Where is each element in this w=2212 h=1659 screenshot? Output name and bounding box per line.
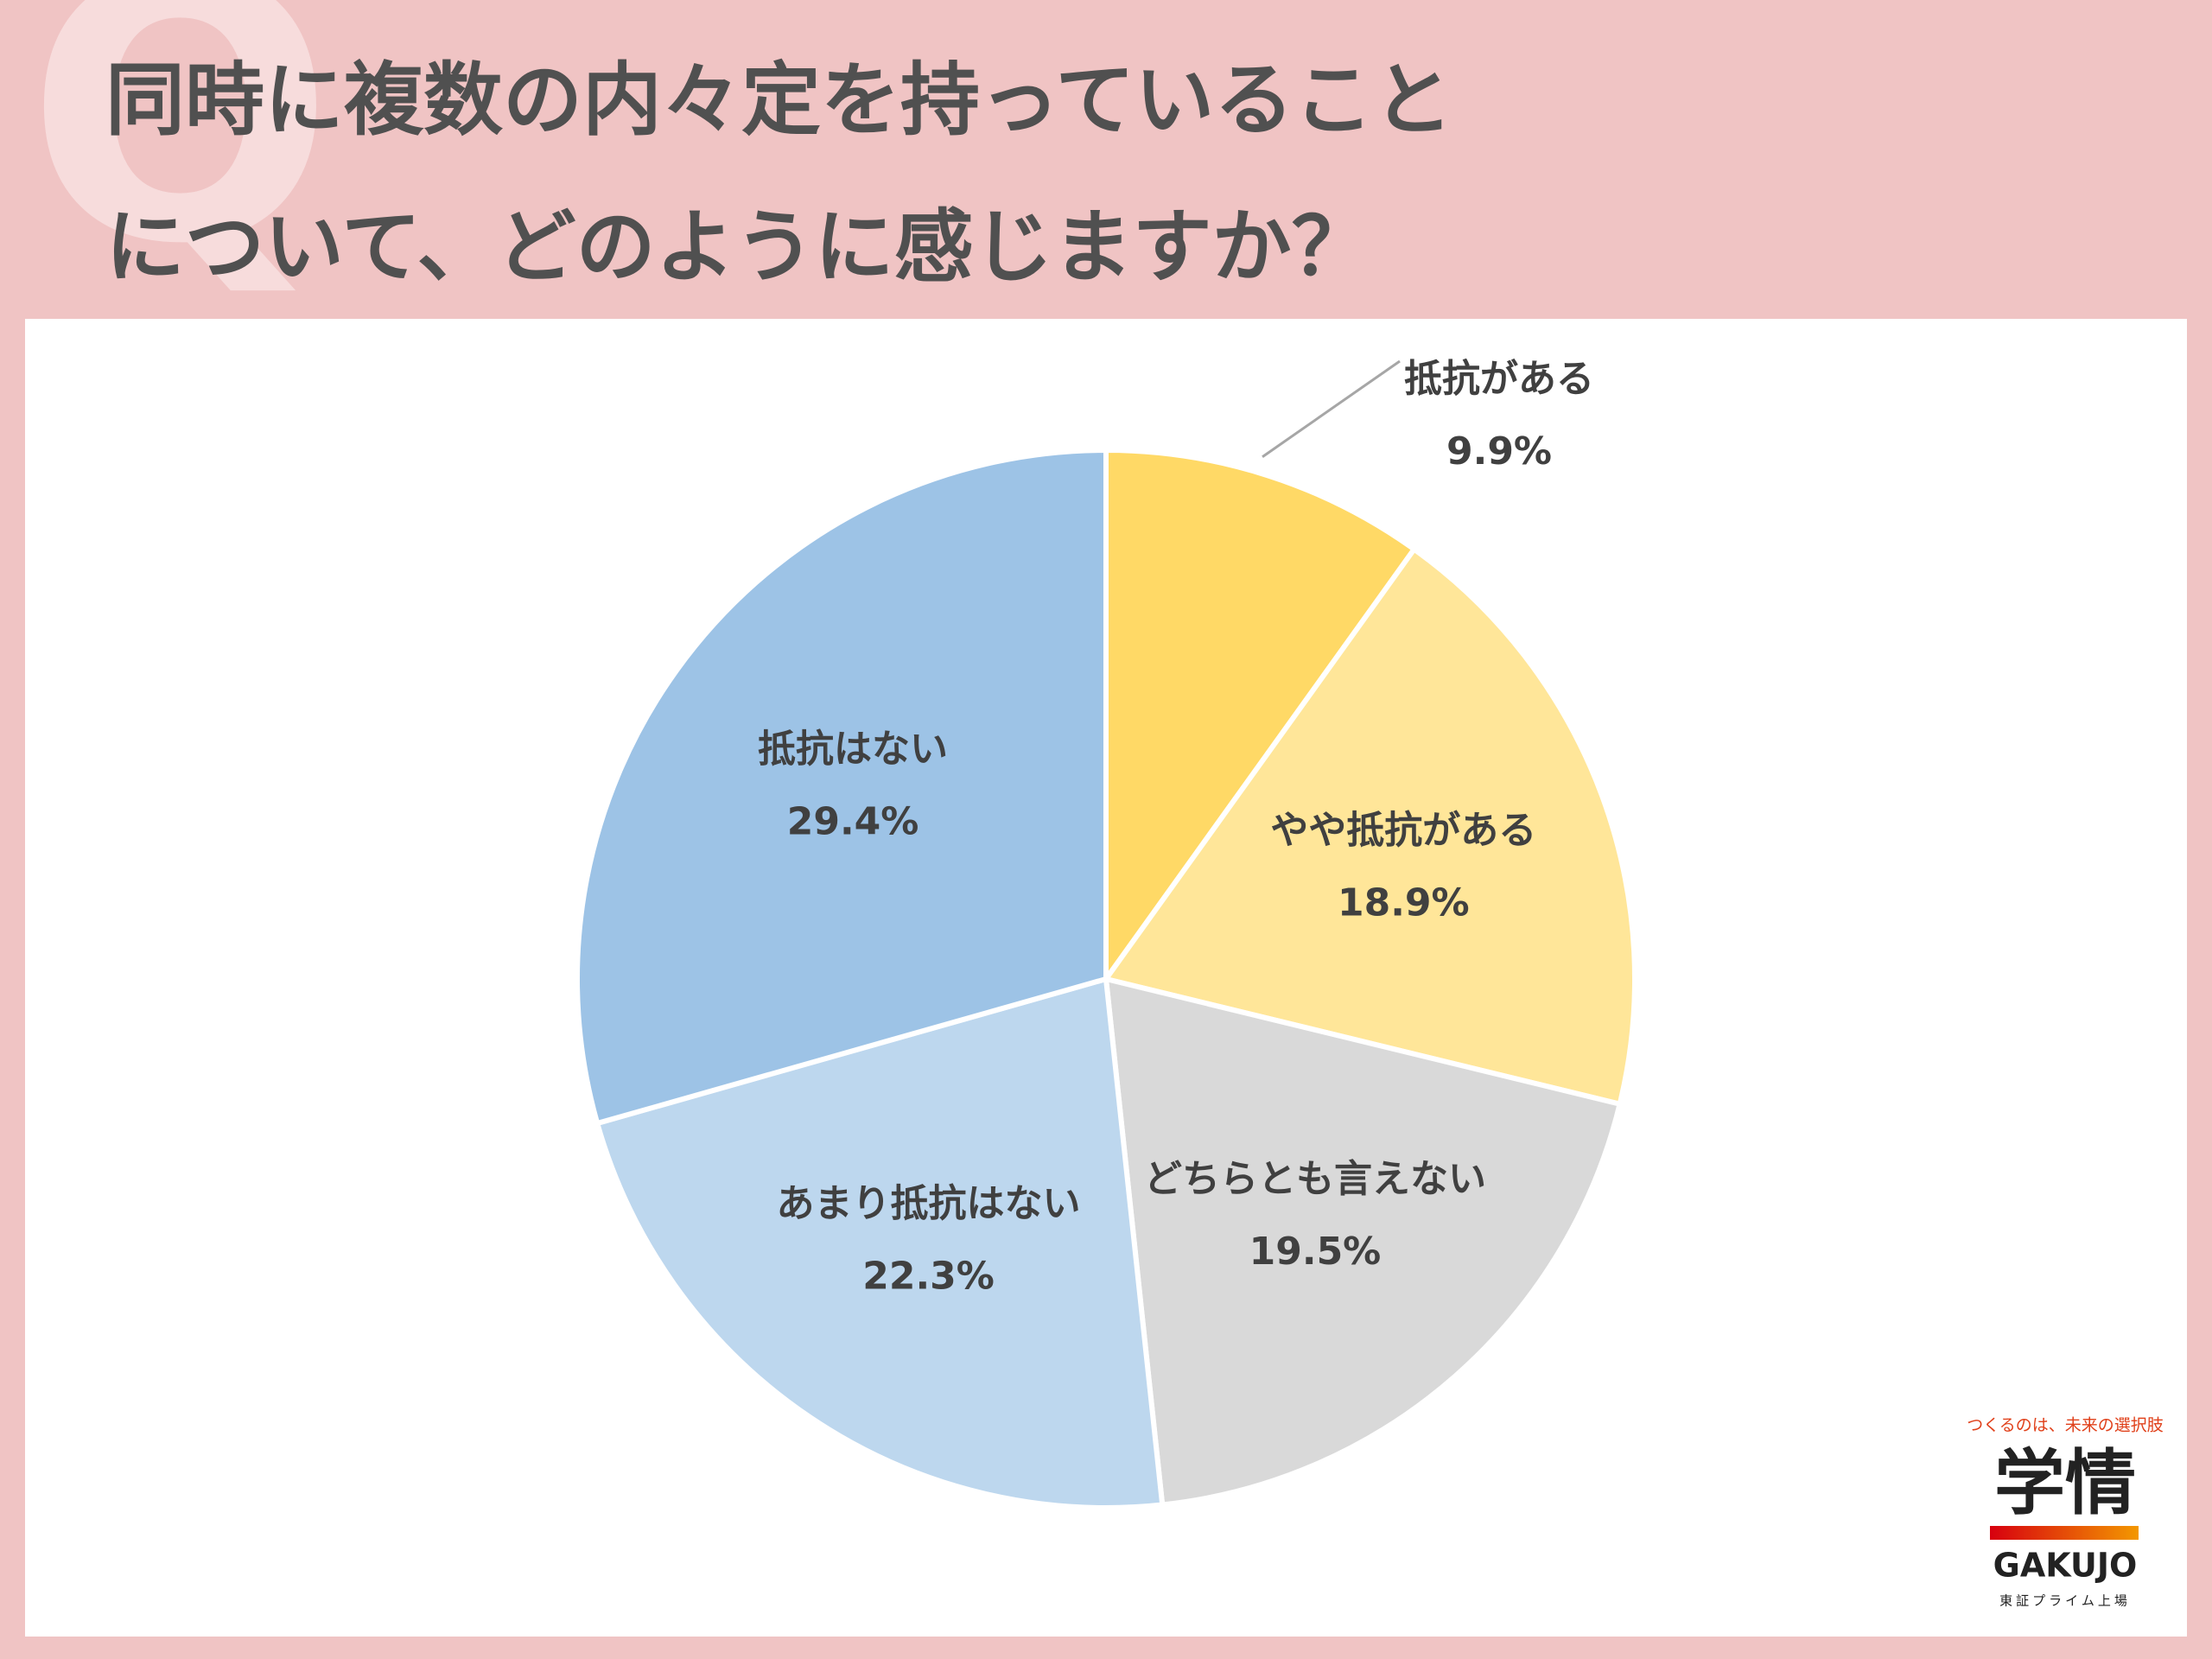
value-label: 29.4% (787, 800, 919, 844)
pie-slice (575, 447, 1109, 1127)
slice-label: 抵抗はない (758, 728, 948, 772)
pie: 抵抗がある 9.9% やや抵抗がある 18.9% どちらとも言えない 19.5% あまり抵抗… (575, 357, 1637, 1510)
slice-label: 抵抗がある (1404, 357, 1594, 401)
value-label: 22.3% (862, 1254, 995, 1298)
chart-title: について、どのように感じますか？ (105, 200, 1371, 293)
pie-slice (1101, 545, 1637, 1108)
pie-slice (594, 976, 1166, 1510)
slice-label: どちらとも言えない (1144, 1157, 1486, 1201)
value-label: 9.9% (1446, 429, 1552, 474)
pie-slice (1103, 976, 1624, 1508)
slice-label: あまり抵抗はない (777, 1181, 1081, 1225)
watermark: Q (26, 0, 334, 324)
logo-roman: GAKUJO (1993, 1547, 2138, 1585)
chart-title: 同時に複数の内々定を持っていること (105, 54, 1452, 146)
value-label: 18.9% (1338, 880, 1470, 925)
value-label: 19.5% (1249, 1230, 1382, 1274)
slice-label: やや抵抗がある (1270, 808, 1536, 852)
pie-slice (1103, 447, 1418, 988)
logo: つくるのは、未来の選択肢 学情 GAKUJO 東証プライム上場 (1967, 1416, 2164, 1609)
leader-line (1262, 359, 1401, 458)
logo-bar (1990, 1526, 2139, 1540)
logo-tagline: つくるのは、未来の選択肢 (1967, 1416, 2164, 1435)
logo-listing: 東証プライム上場 (1999, 1593, 2131, 1609)
logo-name: 学情 (1994, 1442, 2136, 1524)
